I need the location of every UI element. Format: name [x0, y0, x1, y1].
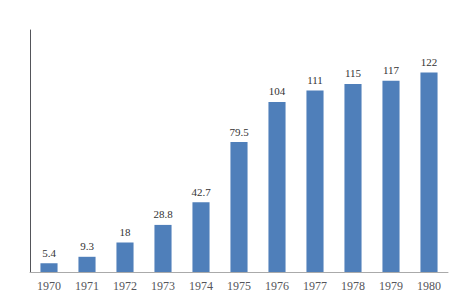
svg-text:1974: 1974: [189, 279, 213, 293]
svg-text:115: 115: [345, 67, 362, 79]
svg-text:1971: 1971: [75, 279, 99, 293]
svg-text:79.5: 79.5: [229, 126, 249, 138]
svg-text:9.3: 9.3: [80, 240, 94, 252]
svg-text:1976: 1976: [265, 279, 289, 293]
svg-text:1975: 1975: [227, 279, 251, 293]
svg-text:1970: 1970: [37, 279, 61, 293]
svg-text:1977: 1977: [303, 279, 327, 293]
svg-text:111: 111: [307, 74, 323, 86]
svg-text:1972: 1972: [113, 279, 137, 293]
svg-text:42.7: 42.7: [191, 186, 211, 198]
svg-text:18: 18: [120, 226, 132, 238]
svg-text:1973: 1973: [151, 279, 175, 293]
svg-text:1980: 1980: [417, 279, 441, 293]
svg-text:1978: 1978: [341, 279, 365, 293]
svg-text:28.8: 28.8: [153, 208, 173, 220]
svg-text:1979: 1979: [379, 279, 403, 293]
svg-text:5.4: 5.4: [42, 247, 56, 259]
svg-text:104: 104: [269, 85, 286, 97]
svg-text:122: 122: [421, 56, 438, 68]
svg-text:117: 117: [383, 64, 400, 76]
